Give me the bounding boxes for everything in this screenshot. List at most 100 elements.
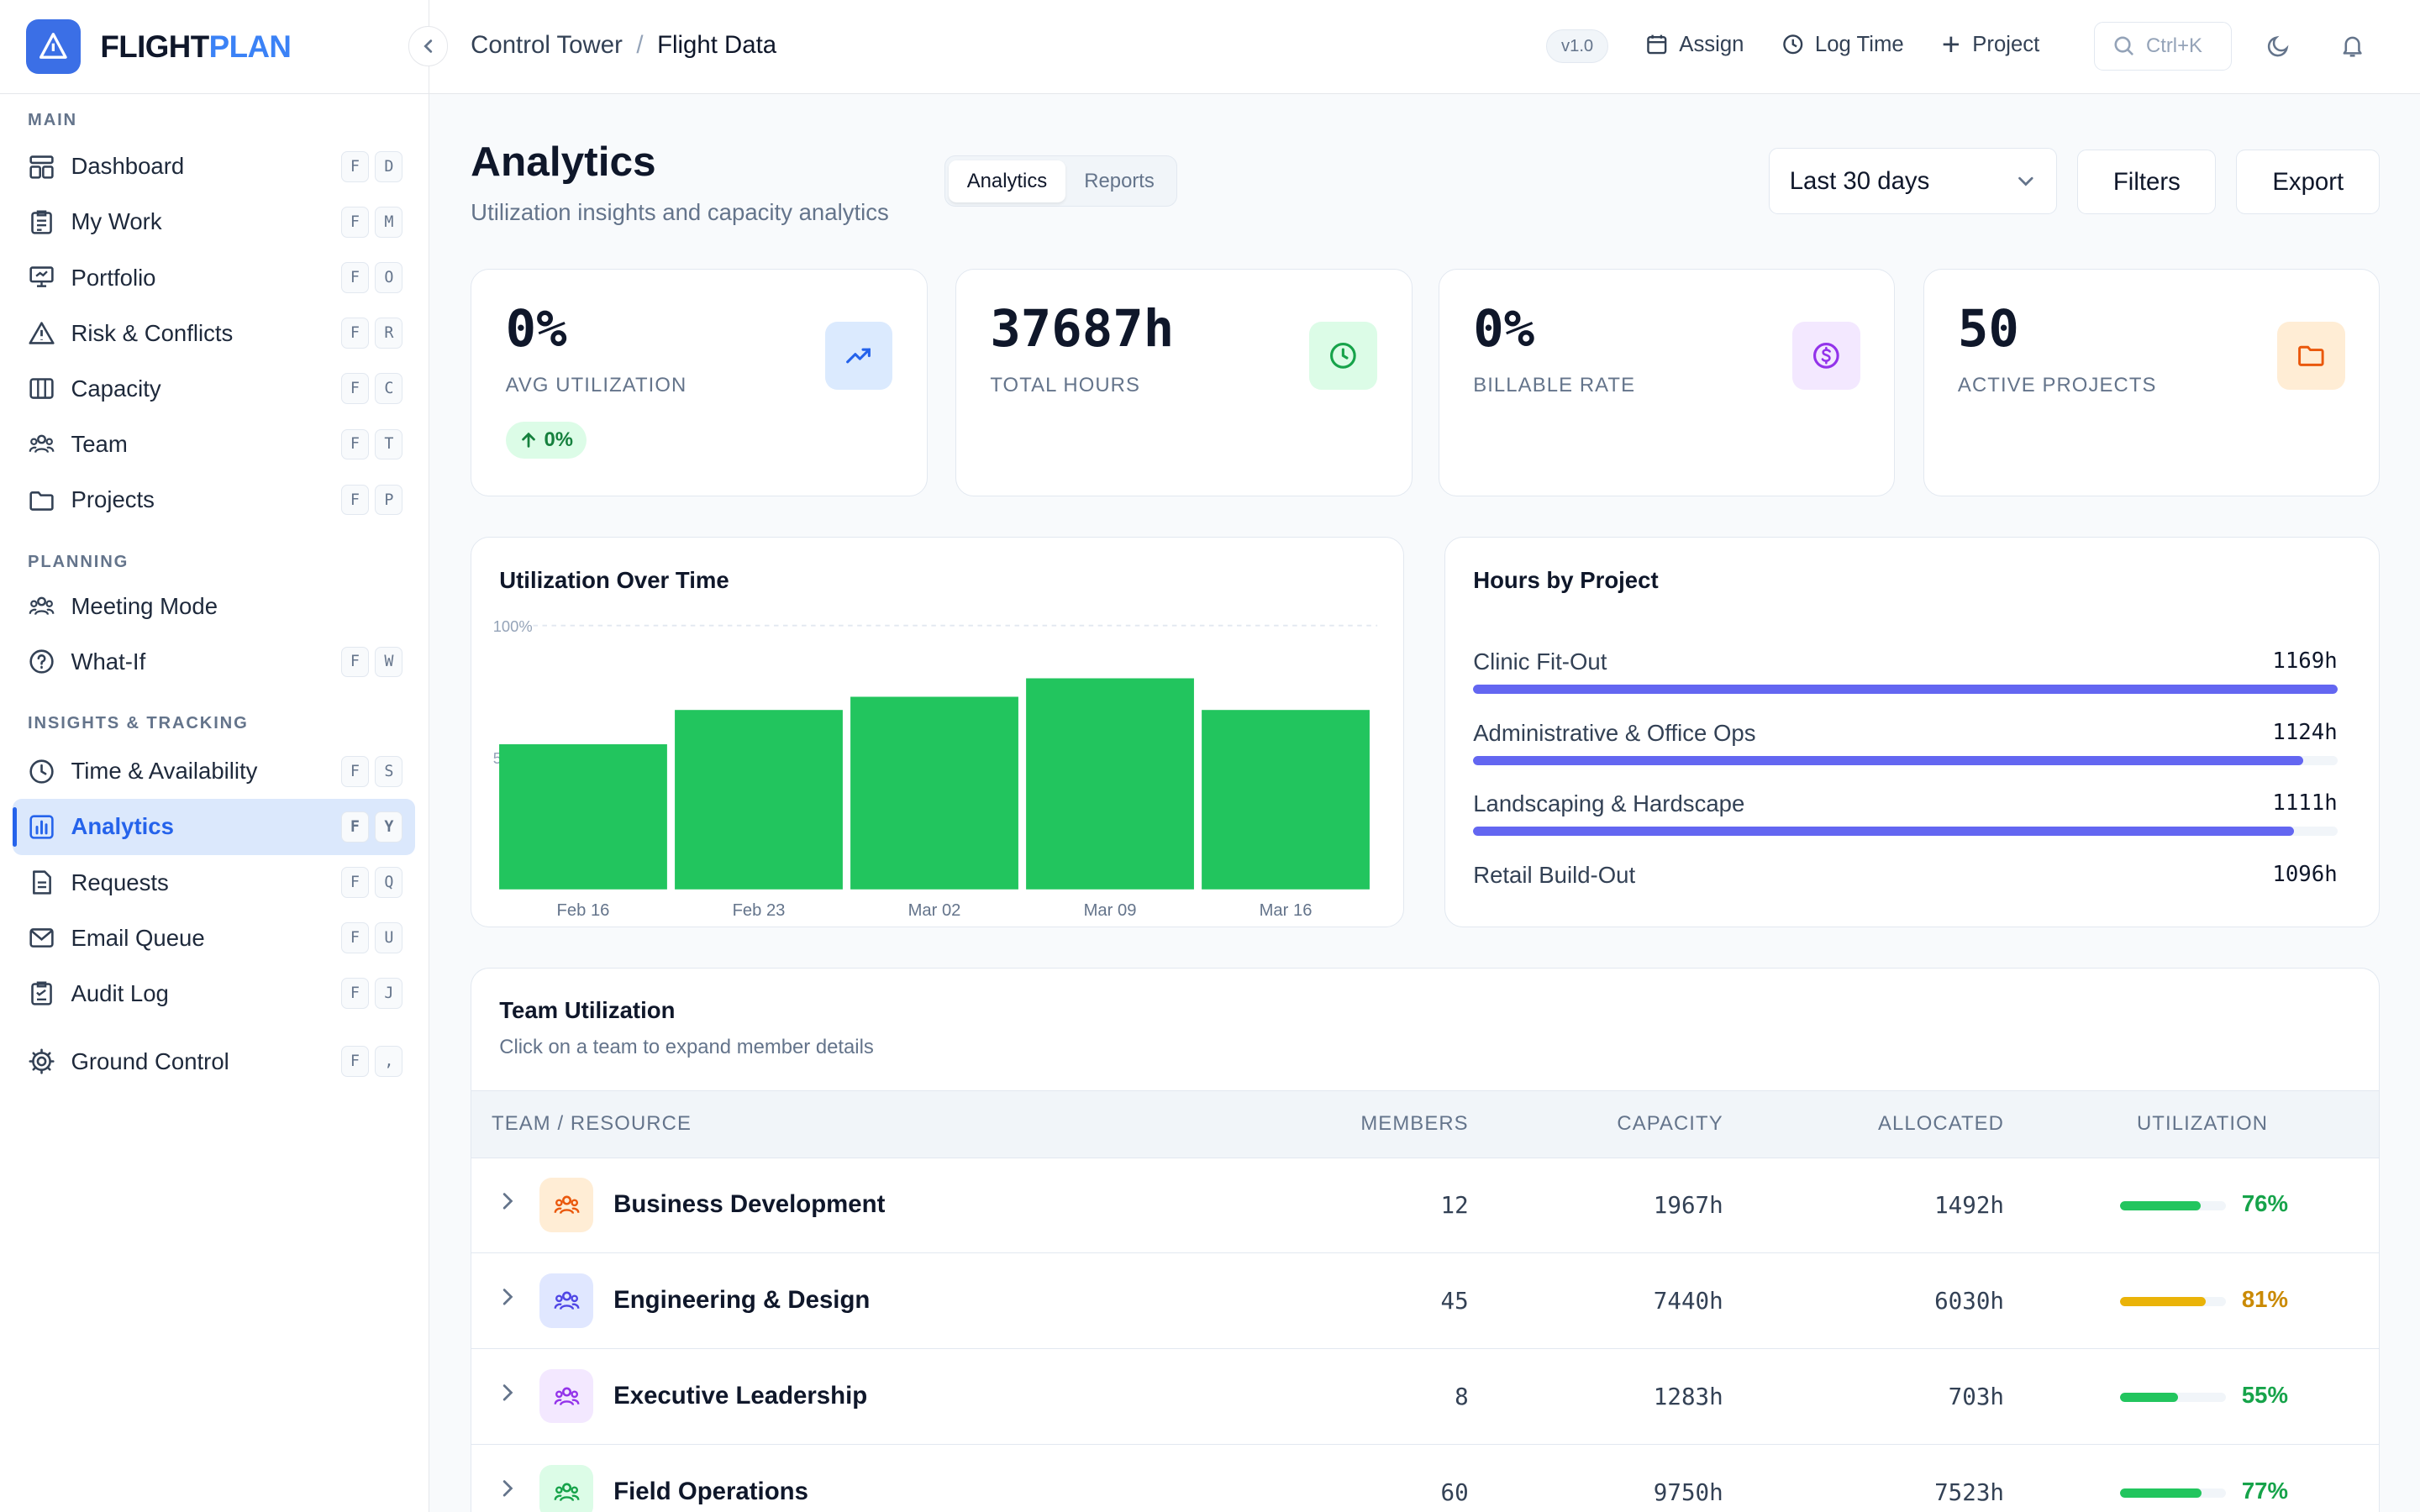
notifications-button[interactable] <box>2339 33 2365 65</box>
sidebar-item-risk-conflicts[interactable]: Risk & Conflicts F R <box>13 306 415 361</box>
export-button[interactable]: Export <box>2236 150 2381 215</box>
project-hours-track <box>1473 755 2338 765</box>
table-row[interactable]: Engineering & Design 45 7440h 6030h 81% <box>471 1253 2380 1350</box>
utilization-fill <box>2119 1392 2179 1402</box>
brand: FLIGHTPLAN <box>0 0 449 95</box>
team-allocated: 1492h <box>1934 1191 2005 1219</box>
chart-bar[interactable] <box>850 696 1019 890</box>
tab-analytics[interactable]: Analytics <box>948 160 1066 202</box>
stat-label: TOTAL HOURS <box>990 374 1141 397</box>
trend-badge: 0% <box>505 422 587 459</box>
sidebar-item-meeting-mode[interactable]: Meeting Mode <box>13 579 415 634</box>
chevron-right-icon[interactable] <box>497 1286 518 1308</box>
column-utilization[interactable]: UTILIZATION <box>2136 1112 2269 1136</box>
sidebar-item-label: Audit Log <box>71 979 169 1006</box>
search-button[interactable]: Ctrl+K <box>2094 21 2232 71</box>
chart-bar[interactable] <box>499 744 668 890</box>
clipboard-check-icon <box>31 981 52 1005</box>
shortcut-key: U <box>375 922 403 954</box>
shortcut-key: F <box>340 428 369 460</box>
log-time-button[interactable]: Log Time <box>1781 33 1904 57</box>
sidebar-item-dashboard[interactable]: Dashboard F D <box>13 139 415 194</box>
table-header: TEAM / RESOURCE MEMBERS CAPACITY ALLOCAT… <box>471 1089 2380 1158</box>
theme-toggle-button[interactable] <box>2265 33 2291 65</box>
project-name: Administrative & Office Ops <box>1473 719 1756 746</box>
tab-reports[interactable]: Reports <box>1084 169 1155 192</box>
assign-button[interactable]: Assign <box>1645 33 1744 57</box>
sidebar-item-label: Portfolio <box>71 264 156 291</box>
clock-icon <box>1782 34 1802 55</box>
sidebar-item-analytics[interactable]: Analytics F Y <box>12 799 416 855</box>
breadcrumb-root[interactable]: Control Tower <box>471 30 623 59</box>
column-allocated[interactable]: ALLOCATED <box>1877 1112 2005 1136</box>
new-project-button[interactable]: Project <box>1940 33 2039 57</box>
date-range-select[interactable]: Last 30 days <box>1768 148 2058 215</box>
chart-bar[interactable] <box>675 710 844 890</box>
table-row[interactable]: Executive Leadership 8 1283h 703h 55% <box>471 1349 2380 1446</box>
users-icon <box>539 1369 594 1424</box>
sidebar-item-audit-log[interactable]: Audit Log F J <box>13 966 415 1021</box>
project-hours: 1169h <box>2272 648 2338 675</box>
shortcut-key: F <box>340 922 369 954</box>
chevron-right-icon[interactable] <box>497 1382 518 1404</box>
x-tick-label: Mar 02 <box>908 901 961 920</box>
sidebar-item-email-queue[interactable]: Email Queue F U <box>13 911 415 966</box>
project-name: Clinic Fit-Out <box>1473 648 1607 675</box>
plus-icon <box>1943 36 1959 53</box>
mail-icon <box>29 928 54 948</box>
sidebar-item-portfolio[interactable]: Portfolio F O <box>13 250 415 306</box>
project-hours-fill <box>1473 827 2295 837</box>
shortcut-key: F <box>340 207 369 238</box>
project-hours-row: Administrative & Office Ops 1124h <box>1473 720 2338 765</box>
view-tabs: Analytics Reports <box>944 155 1177 207</box>
sidebar-item-what-if[interactable]: What-If F W <box>13 634 415 690</box>
shortcut-key: F <box>340 978 369 1010</box>
project-name: Retail Build-Out <box>1473 861 1636 888</box>
utilization-percent: 76% <box>2241 1190 2288 1217</box>
sidebar-item-time-availability[interactable]: Time & Availability F S <box>13 743 415 799</box>
table-row[interactable]: Field Operations 60 9750h 7523h 77% <box>471 1445 2379 1512</box>
table-row[interactable]: Business Development 12 1967h 1492h 76% <box>471 1158 2380 1254</box>
sidebar-item-team[interactable]: Team F T <box>13 417 415 472</box>
sidebar-item-requests[interactable]: Requests F Q <box>13 855 415 911</box>
file-text-icon <box>33 870 51 895</box>
sidebar-item-ground-control[interactable]: Ground Control F, <box>13 1034 415 1089</box>
shortcut-key: F <box>340 150 369 182</box>
breadcrumb-separator: / <box>636 30 644 59</box>
bar-chart-icon <box>29 815 54 839</box>
sidebar-item-projects[interactable]: Projects F P <box>13 472 415 528</box>
project-hours: 1096h <box>2272 861 2338 887</box>
users-icon <box>29 596 55 616</box>
team-allocated: 7523h <box>1934 1478 2005 1506</box>
chevron-right-icon[interactable] <box>497 1478 518 1499</box>
users-icon <box>539 1178 594 1232</box>
column-team[interactable]: TEAM / RESOURCE <box>492 1112 692 1136</box>
shortcut-key: F <box>340 867 369 898</box>
chart-bar[interactable] <box>1026 678 1195 890</box>
sidebar-item-capacity[interactable]: Capacity F C <box>13 361 415 417</box>
chevron-right-icon[interactable] <box>497 1190 518 1212</box>
project-hours: 1124h <box>2272 719 2338 745</box>
chart-bar[interactable] <box>1202 710 1370 890</box>
sidebar-item-my-work[interactable]: My Work F M <box>13 194 415 249</box>
users-icon <box>539 1273 594 1328</box>
column-members[interactable]: MEMBERS <box>1360 1112 1469 1136</box>
utilization-bar <box>2119 1200 2227 1210</box>
clock-icon <box>29 759 54 784</box>
shortcut-key: C <box>375 373 403 405</box>
collapse-sidebar-button[interactable] <box>408 26 449 66</box>
alert-triangle-icon <box>29 322 55 344</box>
logo-icon[interactable] <box>26 19 81 74</box>
column-capacity[interactable]: CAPACITY <box>1617 1112 1723 1136</box>
project-hours-fill <box>1473 755 2303 765</box>
bell-icon <box>2344 36 2363 57</box>
team-name: Executive Leadership <box>613 1381 868 1410</box>
team-name: Field Operations <box>613 1477 808 1505</box>
search-icon <box>2114 36 2133 56</box>
filters-button[interactable]: Filters <box>2077 150 2217 215</box>
